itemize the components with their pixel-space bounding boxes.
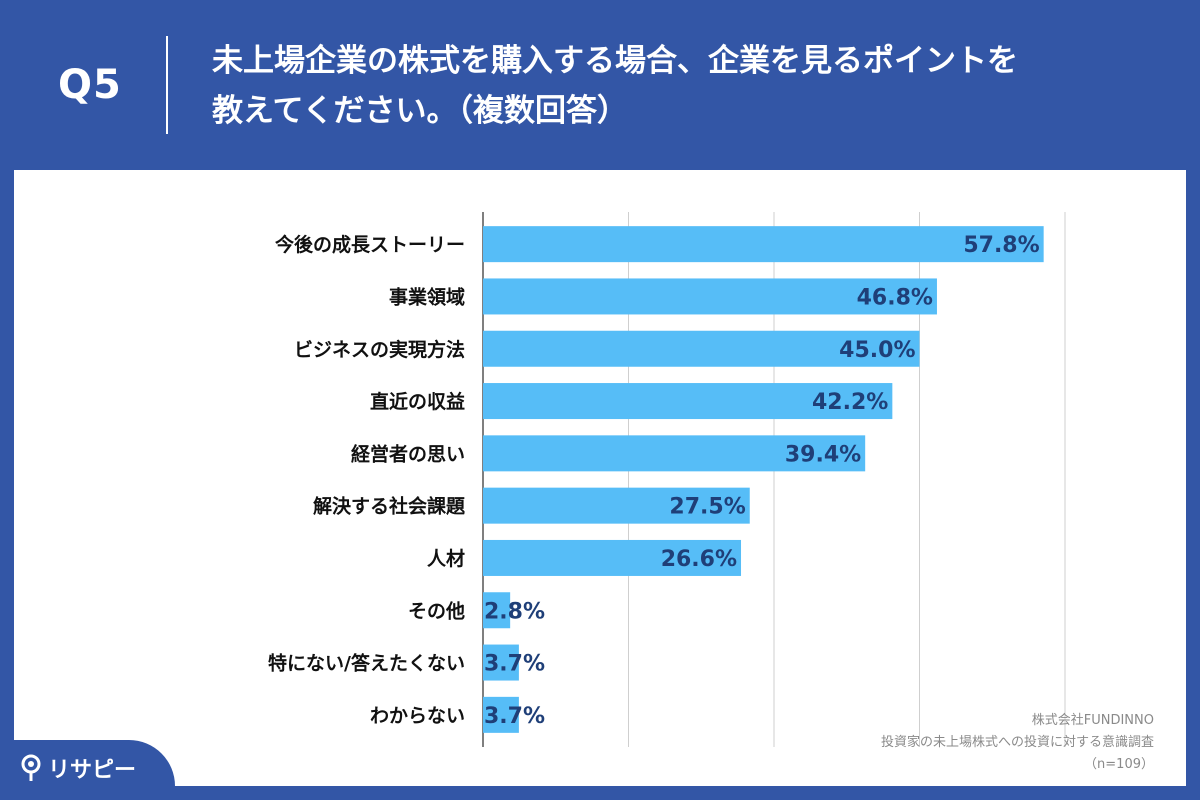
- bar: [483, 696, 519, 733]
- value-label: 2.8%: [484, 599, 545, 624]
- header-divider: [166, 36, 168, 134]
- question-number: Q5: [58, 62, 122, 108]
- credit-sample-size: （n=109）: [1084, 757, 1154, 772]
- bar: [483, 592, 511, 629]
- value-label: 57.8%: [963, 233, 1039, 258]
- bar: [483, 644, 519, 681]
- category-label: 特にない/答えたくない: [268, 652, 465, 675]
- value-label: 27.5%: [669, 495, 745, 520]
- value-label: 42.2%: [812, 390, 888, 415]
- category-label: 直近の収益: [370, 390, 465, 413]
- value-label: 3.7%: [484, 652, 545, 677]
- bar: [483, 330, 920, 367]
- category-label: 解決する社会課題: [313, 495, 466, 518]
- question-title-line-2: 教えてください。（複数回答）: [212, 93, 629, 129]
- bar: [483, 278, 937, 315]
- bar: [483, 487, 750, 524]
- bar: [483, 226, 1044, 263]
- category-label: 事業領域: [389, 285, 465, 308]
- brand-logo-text: リサピー: [48, 758, 137, 783]
- category-label: 今後の成長ストーリー: [274, 233, 465, 256]
- pin-icon: [21, 754, 41, 781]
- value-label: 26.6%: [661, 547, 737, 572]
- category-label: ビジネスの実現方法: [294, 338, 465, 361]
- question-title-line-1: 未上場企業の株式を購入する場合、企業を見るポイントを: [212, 43, 1018, 79]
- bar: [483, 435, 866, 472]
- chart-card: 今後の成長ストーリー 57.8% 事業領域 46.8% ビジネスの実現方法 45.0% 直近…: [14, 170, 1186, 786]
- source-credit: 株式会社FUNDINNO 投資家の未上場株式への投資に対する意識調査 （n=10…: [881, 710, 1154, 776]
- value-label: 45.0%: [839, 338, 915, 363]
- category-label: わからない: [370, 705, 465, 727]
- logo-tab: [0, 740, 175, 800]
- bar: [483, 539, 742, 576]
- category-label: 人材: [427, 547, 465, 570]
- category-label: 経営者の思い: [351, 442, 465, 465]
- category-label: その他: [408, 599, 465, 622]
- credit-company: 株式会社FUNDINNO: [1031, 713, 1154, 728]
- value-label: 39.4%: [785, 442, 861, 467]
- bar-chart: 今後の成長ストーリー 57.8% 事業領域 46.8% ビジネスの実現方法 45.0% 直近…: [268, 212, 1066, 747]
- value-label: 46.8%: [857, 285, 933, 310]
- value-label: 3.7%: [484, 704, 545, 729]
- question-header: Q5 未上場企業の株式を購入する場合、企業を見るポイントを 教えてください。（複…: [0, 0, 1200, 170]
- bar: [483, 383, 893, 420]
- question-title: 未上場企業の株式を購入する場合、企業を見るポイントを 教えてください。（複数回答…: [212, 36, 1172, 136]
- brand-logo: リサピー: [20, 752, 136, 784]
- credit-survey: 投資家の未上場株式への投資に対する意識調査: [880, 735, 1154, 750]
